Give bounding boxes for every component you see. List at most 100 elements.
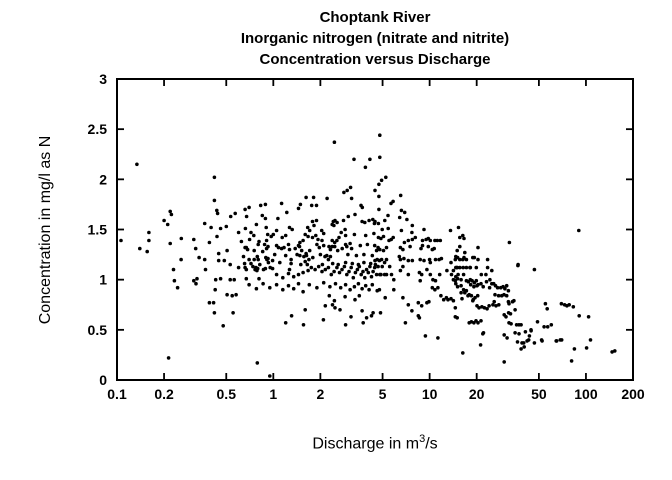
data-point: [215, 211, 220, 216]
data-point: [306, 234, 310, 239]
data-point: [446, 297, 450, 302]
data-point: [376, 264, 380, 269]
data-point: [372, 231, 376, 236]
data-point: [194, 281, 198, 286]
data-point: [272, 252, 277, 257]
data-point: [260, 249, 265, 254]
data-point: [209, 225, 213, 230]
data-point: [377, 287, 382, 292]
data-point: [453, 315, 458, 319]
data-point: [179, 236, 184, 241]
data-point: [520, 341, 524, 345]
data-point: [343, 282, 348, 287]
data-point: [313, 267, 317, 272]
data-point: [283, 233, 288, 238]
data-point: [382, 260, 387, 265]
data-point: [298, 202, 303, 207]
data-point: [571, 305, 576, 309]
data-point: [162, 218, 166, 223]
data-point: [425, 267, 429, 272]
data-point: [279, 201, 284, 206]
data-point: [338, 308, 342, 312]
data-point: [507, 240, 512, 245]
data-point: [211, 300, 216, 305]
data-point: [436, 285, 440, 290]
x-axis-title-exponent: 3: [419, 433, 426, 445]
x-tick-label: 0.2: [154, 386, 174, 402]
data-point: [410, 223, 415, 228]
data-point: [362, 260, 366, 265]
data-point: [296, 206, 301, 211]
data-point: [301, 289, 305, 294]
data-point: [348, 241, 352, 246]
data-point: [298, 240, 302, 245]
data-point: [463, 290, 467, 295]
data-point: [333, 306, 337, 310]
data-point: [403, 321, 408, 325]
data-point: [373, 262, 378, 267]
data-point: [502, 333, 507, 337]
data-point: [476, 257, 480, 262]
data-point: [234, 292, 238, 297]
data-point: [274, 272, 279, 277]
data-point: [386, 226, 391, 231]
data-point: [613, 349, 617, 353]
data-point: [374, 248, 379, 253]
data-point: [476, 321, 480, 325]
data-point: [417, 316, 422, 320]
data-point: [455, 255, 460, 260]
data-point: [263, 216, 268, 221]
data-point: [433, 287, 437, 292]
data-point: [305, 225, 310, 230]
data-point: [406, 238, 411, 243]
data-point: [343, 227, 347, 232]
y-tick-label: 2.5: [88, 121, 108, 137]
data-point: [320, 262, 325, 267]
data-point: [539, 338, 544, 342]
data-point: [353, 270, 358, 275]
data-point: [454, 265, 459, 270]
data-point: [335, 248, 340, 253]
data-point: [286, 242, 291, 247]
data-point: [213, 287, 217, 292]
data-point: [213, 277, 218, 282]
data-point: [212, 198, 217, 203]
data-point: [428, 238, 433, 243]
data-point: [476, 245, 480, 250]
data-point: [179, 257, 183, 262]
data-point: [532, 341, 537, 345]
data-point: [347, 269, 351, 274]
data-point: [572, 347, 577, 351]
x-axis-title-prefix: Discharge in m: [312, 435, 420, 453]
data-point: [332, 244, 337, 249]
data-point: [287, 247, 292, 252]
data-point: [289, 261, 293, 266]
data-point: [341, 218, 346, 223]
data-point: [495, 285, 500, 290]
data-point: [257, 239, 261, 244]
data-point: [301, 238, 305, 243]
data-point: [343, 233, 348, 238]
data-point: [477, 306, 481, 310]
data-point: [252, 257, 256, 262]
data-point: [333, 281, 338, 286]
data-point: [361, 321, 366, 325]
data-point: [355, 267, 360, 272]
data-point: [321, 318, 326, 322]
title-line-1: Choptank River: [319, 9, 431, 26]
data-point: [293, 246, 298, 251]
data-point: [356, 281, 361, 286]
data-point: [485, 307, 489, 311]
data-point: [252, 233, 256, 238]
data-point: [398, 268, 403, 273]
data-point: [529, 328, 533, 332]
data-point: [418, 257, 423, 262]
data-point: [461, 272, 466, 277]
data-point: [314, 218, 319, 223]
data-point: [456, 225, 461, 230]
data-point: [445, 268, 449, 273]
data-point: [422, 227, 426, 232]
data-point: [165, 222, 170, 227]
data-point: [307, 248, 312, 253]
data-point: [485, 265, 490, 270]
